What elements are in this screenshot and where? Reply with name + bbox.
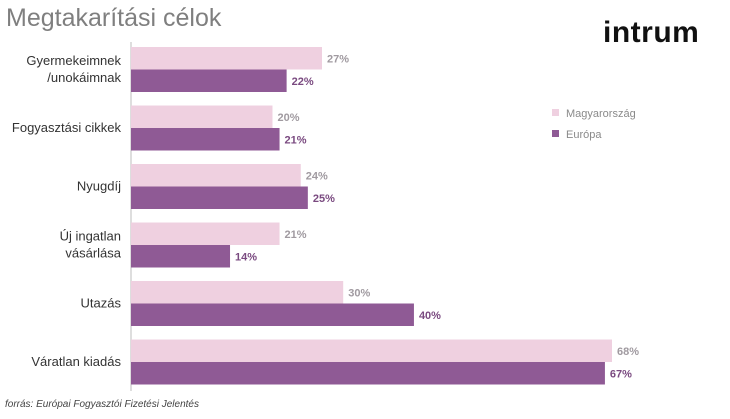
chart-title: Megtakarítási célok (6, 4, 222, 32)
category-label-1-line-2: /unokáimnak (47, 70, 121, 85)
category-label-5: Utazás (81, 296, 122, 311)
value-label-magyarorszag-1: 27% (327, 53, 349, 65)
source-note: forrás: Európai Fogyasztói Fizetési Jele… (5, 399, 199, 410)
legend-label-magyarorszag: Magyarország (566, 108, 636, 120)
intrum-logo: intrum (603, 16, 700, 49)
category-label-4-line-1: Új ingatlan (60, 229, 121, 244)
legend-swatch-magyarorszag (552, 109, 559, 116)
value-label-magyarorszag-4: 21% (285, 229, 307, 241)
legend: Magyarország Európa (552, 108, 636, 141)
category-label-4-line-2: vásárlása (65, 246, 121, 261)
value-label-magyarorszag-3: 24% (306, 170, 328, 182)
value-label-europa-3: 25% (313, 193, 335, 205)
bar-europa-4 (131, 245, 231, 268)
category-label-2: Fogyasztási cikkek (12, 120, 122, 135)
bar-europa-3 (131, 186, 308, 209)
category-label-3: Nyugdíj (77, 179, 121, 194)
value-label-magyarorszag-2: 20% (277, 112, 299, 124)
category-label-1-line-1: Gyermekeimnek (26, 53, 121, 68)
bar-magyarorszag-2 (131, 105, 273, 128)
value-label-europa-4: 14% (235, 251, 257, 263)
legend-label-europa: Európa (566, 129, 602, 141)
bar-magyarorszag-1 (131, 47, 322, 70)
value-label-europa-1: 22% (292, 76, 314, 88)
category-label-6: Váratlan kiadás (31, 354, 121, 369)
legend-swatch-europa (552, 130, 559, 137)
bar-europa-2 (131, 128, 280, 151)
value-label-europa-5: 40% (419, 310, 441, 322)
bar-europa-6 (131, 362, 605, 385)
bar-europa-5 (131, 303, 414, 326)
value-label-europa-6: 67% (610, 368, 632, 380)
value-label-magyarorszag-6: 68% (617, 346, 639, 358)
value-label-europa-2: 21% (285, 134, 307, 146)
bar-magyarorszag-4 (131, 222, 280, 245)
bar-magyarorszag-3 (131, 164, 301, 187)
bar-europa-1 (131, 69, 287, 92)
bar-magyarorszag-5 (131, 281, 344, 304)
bar-magyarorszag-6 (131, 339, 612, 362)
value-label-magyarorszag-5: 30% (348, 287, 370, 299)
